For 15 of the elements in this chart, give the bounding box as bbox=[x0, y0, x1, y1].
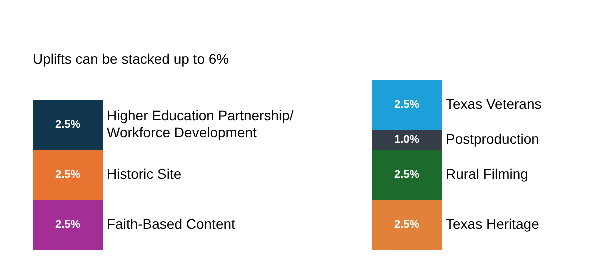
data-label: 2.5% bbox=[394, 219, 420, 232]
series-label: Texas Veterans bbox=[446, 96, 542, 112]
series-label: Texas Heritage bbox=[446, 216, 540, 232]
data-label: 2.5% bbox=[55, 219, 81, 232]
series-label: Faith-Based Content bbox=[107, 216, 236, 232]
series-label: Postproduction bbox=[446, 130, 540, 147]
data-label: 2.5% bbox=[55, 169, 81, 182]
data-label: 2.5% bbox=[55, 119, 81, 132]
data-label: 2.5% bbox=[394, 169, 420, 182]
chart-title: Uplifts can be stacked up to 6% bbox=[33, 50, 230, 67]
series-label: Historic Site bbox=[107, 166, 182, 182]
data-label: 1.0% bbox=[394, 134, 420, 146]
series-label: Rural Filming bbox=[446, 166, 528, 182]
data-label: 2.5% bbox=[394, 99, 420, 112]
series-label: Higher Education Partnership/ Workforce Development bbox=[107, 107, 294, 140]
